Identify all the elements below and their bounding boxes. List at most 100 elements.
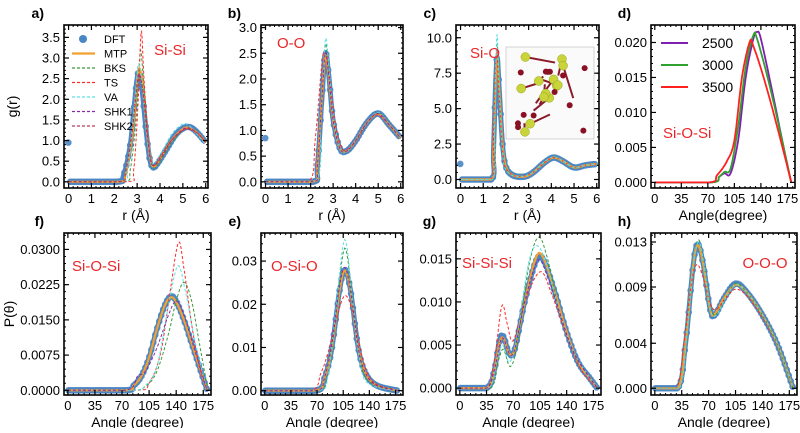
x-tick-label: 5: [375, 191, 382, 206]
x-tick-label: 175: [385, 398, 407, 413]
x-tick-label: 105: [529, 398, 551, 413]
x-tick-label: 2: [307, 191, 314, 206]
x-tick-label: 3: [525, 191, 532, 206]
si-atom: [553, 80, 563, 90]
panel-letter: e): [229, 213, 241, 229]
series-TS-line: [67, 241, 208, 391]
o-atom: [517, 69, 524, 76]
y-tick-label: 0.005: [419, 338, 452, 353]
panel-title: Si-O-Si: [663, 125, 711, 142]
legend-label: SHK2: [104, 121, 133, 133]
legend-marker: [79, 35, 87, 43]
y-tick-label: 2.5: [239, 46, 257, 61]
series-SHK1-line: [265, 51, 402, 183]
x-axis-label: Angle(degree): [679, 207, 768, 223]
si-atom: [533, 76, 544, 86]
panel-c: 0 1 2 3 4 5 6 0.0 2.5 5.0 7.5 10.0 r (Å) c) Si-O: [424, 5, 601, 223]
y-axis-label: P(θ): [1, 301, 17, 327]
y-axis-label: g(r): [4, 96, 20, 118]
x-tick-label: 2: [111, 191, 118, 206]
y-tick-label: 0.010: [419, 294, 452, 309]
o-atom: [581, 65, 588, 72]
y-tick-label: 0.0: [42, 174, 60, 189]
panel-b: 0 1 2 3 4 5 6 0.0 0.5 1.0 1.5 2.0 2.5 3.0 r (Å) b) O-O: [228, 5, 405, 223]
series-DFT-points: [65, 293, 210, 394]
series-3500-line: [654, 38, 793, 184]
x-tick-label: 70: [701, 398, 715, 413]
plot-area: [652, 239, 796, 392]
y-tick-label: 0.000: [614, 381, 647, 396]
series-VA-line: [460, 33, 597, 180]
plot-area: [261, 37, 403, 186]
x-tick-label: 105: [725, 398, 747, 413]
legend-label: SHK1: [104, 107, 133, 119]
x-tick-label: 70: [115, 398, 129, 413]
panel-title: O-Si-O: [271, 258, 318, 275]
y-tick-label: 2.5: [434, 137, 452, 152]
plot-area: [456, 33, 599, 183]
series-SHK1-line: [264, 267, 398, 392]
series-TS-line: [459, 271, 598, 389]
x-tick-label: 0: [651, 191, 658, 206]
plot-frame: [63, 24, 209, 189]
series-TS-line: [265, 50, 402, 183]
x-tick-label: 0: [65, 191, 72, 206]
y-tick-label: 1.0: [42, 133, 60, 148]
x-tick-label: 6: [202, 191, 209, 206]
series-TS-line: [264, 295, 398, 392]
series-DFT-band: [264, 267, 399, 394]
o-atom: [515, 124, 522, 131]
series-2500-line: [654, 30, 793, 184]
x-axis-label: r (Å): [122, 207, 149, 223]
si-atom: [516, 83, 526, 94]
series-MTP-line: [264, 269, 399, 392]
x-tick-label: 3: [330, 191, 337, 206]
y-tick-label: 7.5: [434, 66, 452, 81]
bond: [562, 65, 575, 99]
x-tick-label: 35: [88, 398, 102, 413]
x-tick-label: 1: [284, 191, 291, 206]
si-atom: [520, 52, 531, 62]
x-tick-label: 0: [262, 191, 269, 206]
x-tick-label: 140: [556, 398, 578, 413]
panel-letter: c): [424, 5, 436, 21]
legend-label: 2500: [702, 35, 733, 51]
legend-label: VA: [104, 92, 119, 104]
legend-label: TS: [104, 78, 118, 90]
y-tick-label: 0.0075: [20, 348, 60, 363]
panel-title: O-O-O: [743, 255, 788, 272]
x-tick-label: 4: [548, 191, 555, 206]
x-tick-label: 140: [359, 398, 381, 413]
panel-title: O-O: [277, 35, 305, 52]
y-tick-label: 0.005: [614, 140, 647, 155]
legend: 2500 3000 3500: [661, 35, 733, 95]
panel-letter: b): [228, 5, 241, 21]
series-DFT-band: [459, 253, 600, 391]
panel-title: Si-O-Si: [72, 258, 120, 275]
y-tick-label: 0.010: [614, 105, 647, 120]
o-atom: [544, 68, 551, 75]
o-atom: [566, 102, 573, 109]
y-tick-label: 1.0: [239, 123, 257, 138]
x-tick-label: 175: [777, 191, 799, 206]
y-tick-label: 3.0: [239, 20, 257, 35]
x-axis-label: Angle (degree): [286, 414, 379, 428]
o-atom: [530, 112, 537, 119]
x-axis-label: Angle (degree): [678, 414, 771, 428]
legend: DFT MTP BKS TS VA SHK1 SHK2: [72, 34, 133, 133]
si-atom: [525, 118, 535, 129]
x-tick-label: 6: [593, 191, 600, 206]
x-tick-label: 35: [284, 398, 298, 413]
panel-letter: d): [618, 5, 631, 21]
series-BKS-line: [264, 247, 398, 392]
x-tick-label: 4: [156, 191, 163, 206]
series-TS-line: [654, 263, 794, 389]
x-tick-label: 0: [261, 398, 268, 413]
plot-frame: [63, 232, 212, 396]
plot-area: [457, 236, 600, 392]
series-DFT-points: [261, 266, 401, 394]
plot-area: [654, 30, 793, 184]
series-SHK1-line: [67, 300, 208, 391]
y-tick-label: 0.0000: [20, 383, 60, 398]
